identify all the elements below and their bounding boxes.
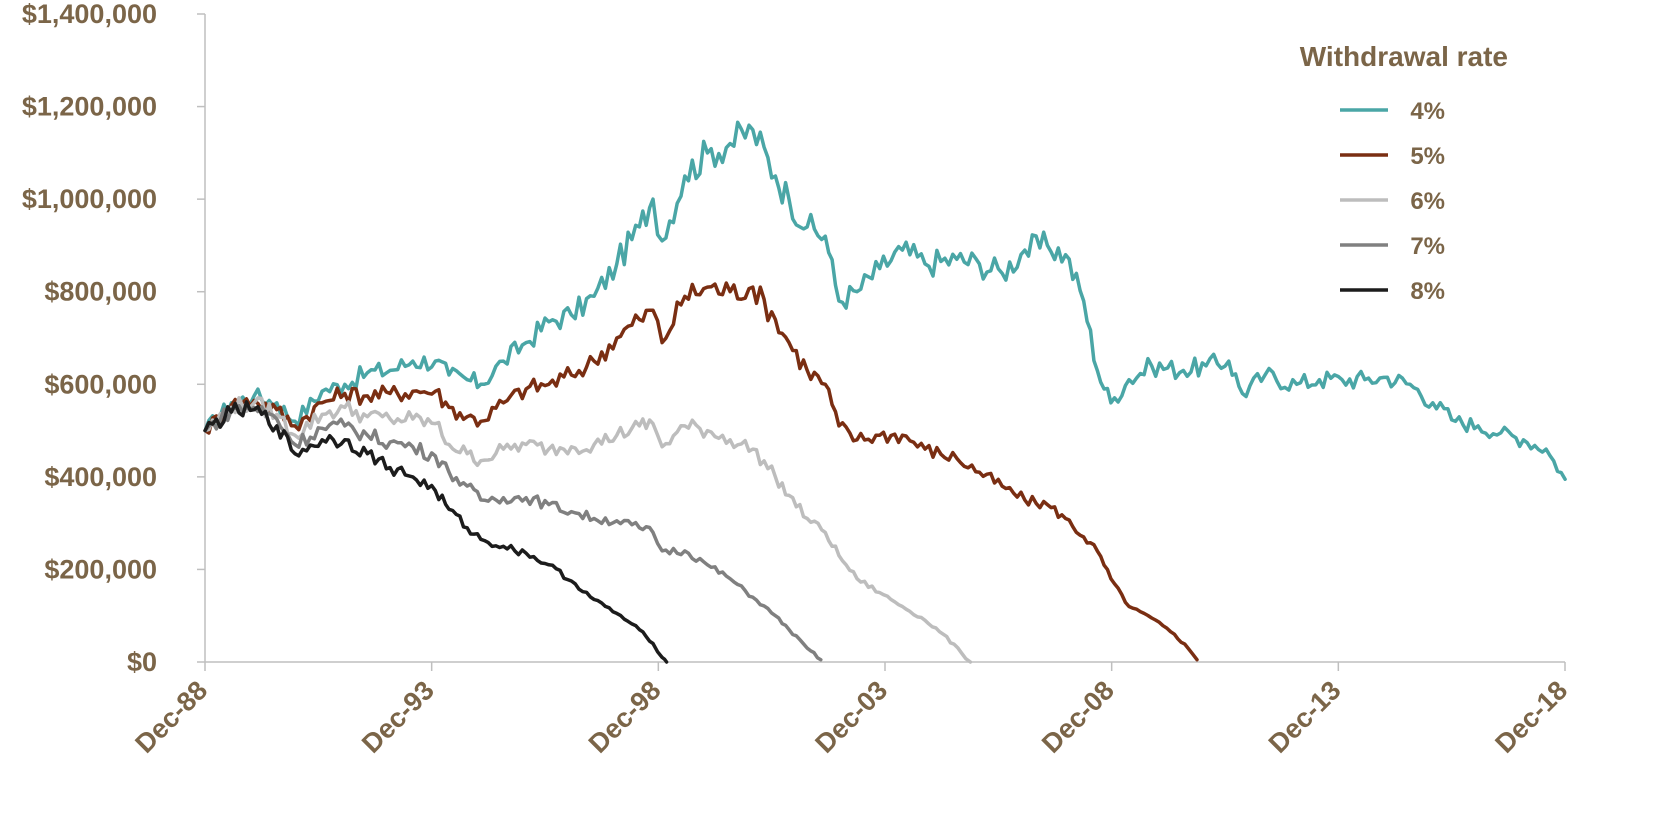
y-tick-label: $600,000 — [44, 369, 157, 399]
x-tick-label: Dec-03 — [809, 675, 893, 759]
legend-label: 4% — [1410, 98, 1445, 125]
series-line-6pct — [203, 396, 973, 664]
legend: Withdrawal rate 4% 5% 6% 7% 8% — [1300, 41, 1508, 305]
series-line-5pct — [203, 281, 1199, 662]
legend-label: 5% — [1410, 143, 1445, 170]
series-line-4pct — [203, 120, 1567, 481]
x-tick-label: Dec-13 — [1263, 675, 1347, 759]
y-tick-label: $1,000,000 — [22, 184, 157, 214]
y-tick-label: $200,000 — [44, 554, 157, 584]
y-axis-ticks: $0 $200,000 $400,000 $600,000 $800,000 $1,000… — [22, 0, 205, 677]
x-axis-ticks: Dec-88 Dec-93 Dec-98 Dec-03 Dec-08 Dec-13 Dec-… — [129, 662, 1573, 759]
y-tick-label: $1,200,000 — [22, 92, 157, 122]
series-line-8pct — [203, 400, 669, 664]
series-lines — [203, 120, 1567, 664]
y-tick-label: $1,400,000 — [22, 0, 157, 29]
series-line-7pct — [203, 404, 823, 662]
x-tick-label: Dec-88 — [129, 675, 213, 759]
x-tick-label: Dec-08 — [1036, 675, 1120, 759]
y-tick-label: $400,000 — [44, 462, 157, 492]
legend-label: 6% — [1410, 188, 1445, 215]
x-tick-label: Dec-93 — [356, 675, 440, 759]
x-tick-label: Dec-98 — [583, 675, 667, 759]
y-tick-label: $800,000 — [44, 277, 157, 307]
y-tick-label: $0 — [127, 647, 157, 677]
legend-items: 4% 5% 6% 7% 8% — [1340, 98, 1445, 305]
x-tick-label: Dec-18 — [1489, 675, 1573, 759]
legend-title: Withdrawal rate — [1300, 41, 1508, 72]
legend-label: 7% — [1410, 233, 1445, 260]
legend-label: 8% — [1410, 278, 1445, 305]
